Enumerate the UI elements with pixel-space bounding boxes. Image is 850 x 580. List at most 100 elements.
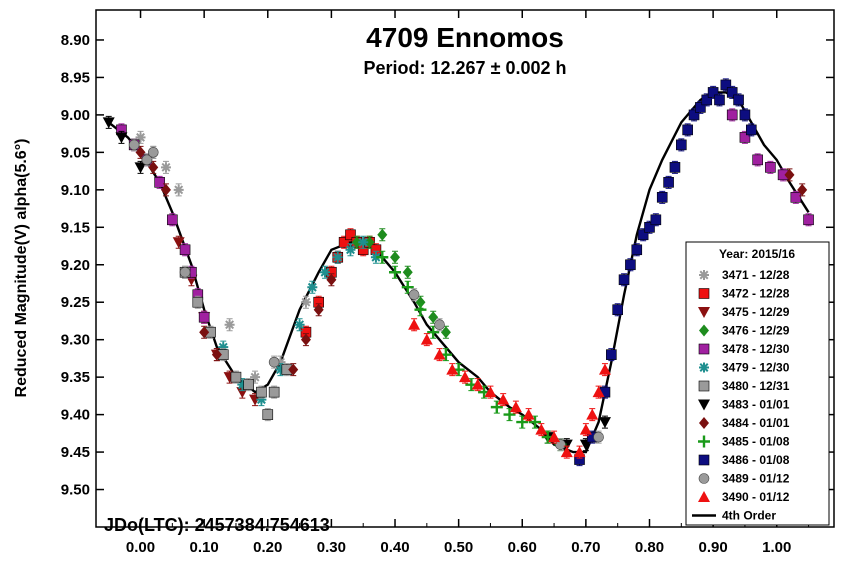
data-point <box>420 333 433 345</box>
data-point <box>288 363 299 376</box>
data-point <box>415 296 426 309</box>
data-point <box>300 333 311 346</box>
data-point <box>141 154 153 166</box>
y-tick-label: 9.45 <box>61 444 90 461</box>
legend-swatch <box>698 473 710 484</box>
legend-label: 3490 - 01/12 <box>722 490 790 504</box>
data-point <box>522 408 535 420</box>
data-point <box>618 274 630 286</box>
data-point <box>167 214 178 226</box>
data-point <box>579 423 592 435</box>
legend-label: 3485 - 01/08 <box>722 435 790 449</box>
data-point <box>135 132 146 143</box>
data-point <box>484 386 497 398</box>
data-point <box>733 94 744 106</box>
series-11 <box>128 138 604 452</box>
legend-swatch <box>699 417 709 429</box>
y-tick-label: 9.30 <box>61 332 90 349</box>
y-tick-label: 9.10 <box>61 182 90 199</box>
data-point <box>389 266 402 279</box>
data-point <box>224 319 235 330</box>
x-tick-label: 0.30 <box>317 539 346 556</box>
data-point <box>256 394 267 405</box>
data-point <box>765 162 776 173</box>
data-point <box>199 326 210 339</box>
data-point <box>592 386 605 398</box>
legend-swatch <box>698 491 710 502</box>
data-point <box>147 147 159 158</box>
data-point <box>606 349 617 360</box>
data-point <box>268 356 280 368</box>
data-point <box>516 416 529 429</box>
data-point <box>644 221 655 233</box>
data-point <box>739 109 751 121</box>
data-point <box>115 132 128 144</box>
y-tick-label: 9.25 <box>61 294 90 311</box>
data-point <box>490 401 503 414</box>
plot-frame <box>95 9 835 528</box>
series-3 <box>351 228 451 339</box>
data-point <box>345 244 356 255</box>
chart-subtitle: Period: 12.267 ± 0.002 h <box>364 58 567 78</box>
data-point <box>320 267 331 278</box>
x-tick-label: 0.20 <box>253 539 282 556</box>
data-point <box>376 251 389 264</box>
legend-label: 3483 - 01/01 <box>722 398 790 412</box>
data-point <box>250 372 261 383</box>
data-point <box>720 79 732 91</box>
data-point <box>408 289 420 301</box>
data-point <box>593 431 604 443</box>
x-tick-label: 0.70 <box>571 539 600 556</box>
y-tick-label: 9.40 <box>61 407 90 424</box>
data-point <box>509 401 522 413</box>
data-point <box>160 183 171 196</box>
data-point <box>172 237 185 249</box>
y-tick-label: 9.35 <box>61 369 90 386</box>
y-tick-label: 8.95 <box>61 69 90 86</box>
legend-swatch <box>699 362 709 373</box>
legend-label: 3471 - 12/28 <box>722 268 790 282</box>
data-point <box>338 236 350 248</box>
data-point <box>803 214 814 226</box>
data-point <box>179 244 191 256</box>
data-point <box>192 296 204 308</box>
series-10 <box>574 78 757 467</box>
data-point <box>790 192 802 203</box>
data-point <box>332 252 343 263</box>
x-tick-label: 0.00 <box>126 539 155 556</box>
data-point <box>428 311 439 324</box>
x-tick-label: 0.90 <box>699 539 728 556</box>
data-point <box>401 281 414 294</box>
legend-swatch <box>698 380 710 392</box>
x-tick-label: 0.80 <box>635 539 664 556</box>
data-point <box>326 273 337 286</box>
data-point <box>586 408 599 420</box>
y-tick-label: 9.15 <box>61 219 90 236</box>
data-point <box>560 446 573 458</box>
data-point <box>688 109 700 121</box>
data-point <box>256 386 267 398</box>
data-point <box>408 318 421 330</box>
legend-swatch <box>699 270 709 280</box>
data-point <box>459 371 471 383</box>
legend-swatch <box>699 324 709 337</box>
data-points <box>102 78 814 467</box>
data-point <box>631 244 643 256</box>
data-point <box>598 417 611 429</box>
legend-swatch <box>698 399 710 411</box>
x-tick-label: 0.60 <box>508 539 537 556</box>
legend-title: Year: 2015/16 <box>719 247 795 261</box>
data-point <box>243 379 254 390</box>
data-point <box>612 304 623 316</box>
data-point <box>745 124 757 136</box>
data-point <box>179 266 191 278</box>
data-point <box>497 393 510 405</box>
data-point <box>797 183 808 196</box>
legend-label: 3489 - 01/12 <box>722 472 790 486</box>
legend-swatch <box>698 454 710 466</box>
legend-label: 3476 - 12/29 <box>722 324 790 338</box>
data-point <box>625 259 636 271</box>
legend-label: 3484 - 01/01 <box>722 416 790 430</box>
data-point <box>345 229 356 241</box>
y-axis-label: Reduced Magnitude(V) alpha(5.6°) <box>13 139 30 398</box>
